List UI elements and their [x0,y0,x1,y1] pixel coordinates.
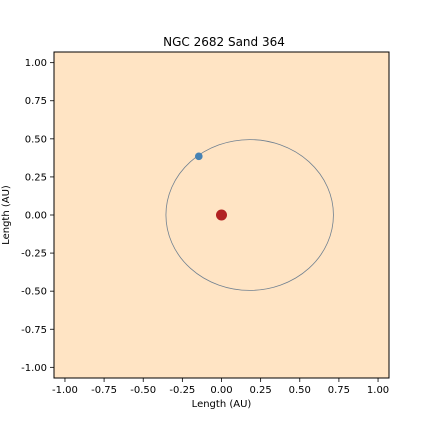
orbit-path [165,139,334,291]
x-tick-label: 0.75 [328,385,350,396]
x-tick-label: 0.50 [289,385,311,396]
x-tick-label: -0.75 [91,385,117,396]
y-axis-label: Length (AU) [1,185,12,245]
companion-marker [195,152,203,161]
y-tick-label: 0.25 [25,172,47,183]
x-tick-label: -0.50 [130,385,156,396]
x-tick-label: -1.00 [52,385,78,396]
chart-title: NGC 2682 Sand 364 [163,35,285,49]
y-tick-label: -0.25 [21,249,47,260]
y-tick-label: -0.50 [21,287,47,298]
x-tick-label: 0.25 [250,385,272,396]
x-tick-label: 1.00 [367,385,389,396]
y-tick-label: 1.00 [25,58,47,69]
y-tick-label: 0.50 [25,134,47,145]
x-tick-label: -0.25 [169,385,195,396]
x-axis-label: Length (AU) [192,399,252,410]
y-tick-label: 0.75 [25,96,47,107]
y-tick-label: -1.00 [21,363,47,374]
y-tick-label: -0.75 [21,325,47,336]
x-tick-label: 0.00 [210,385,232,396]
primary-star-marker [216,209,227,221]
y-tick-label: 0.00 [25,211,47,222]
